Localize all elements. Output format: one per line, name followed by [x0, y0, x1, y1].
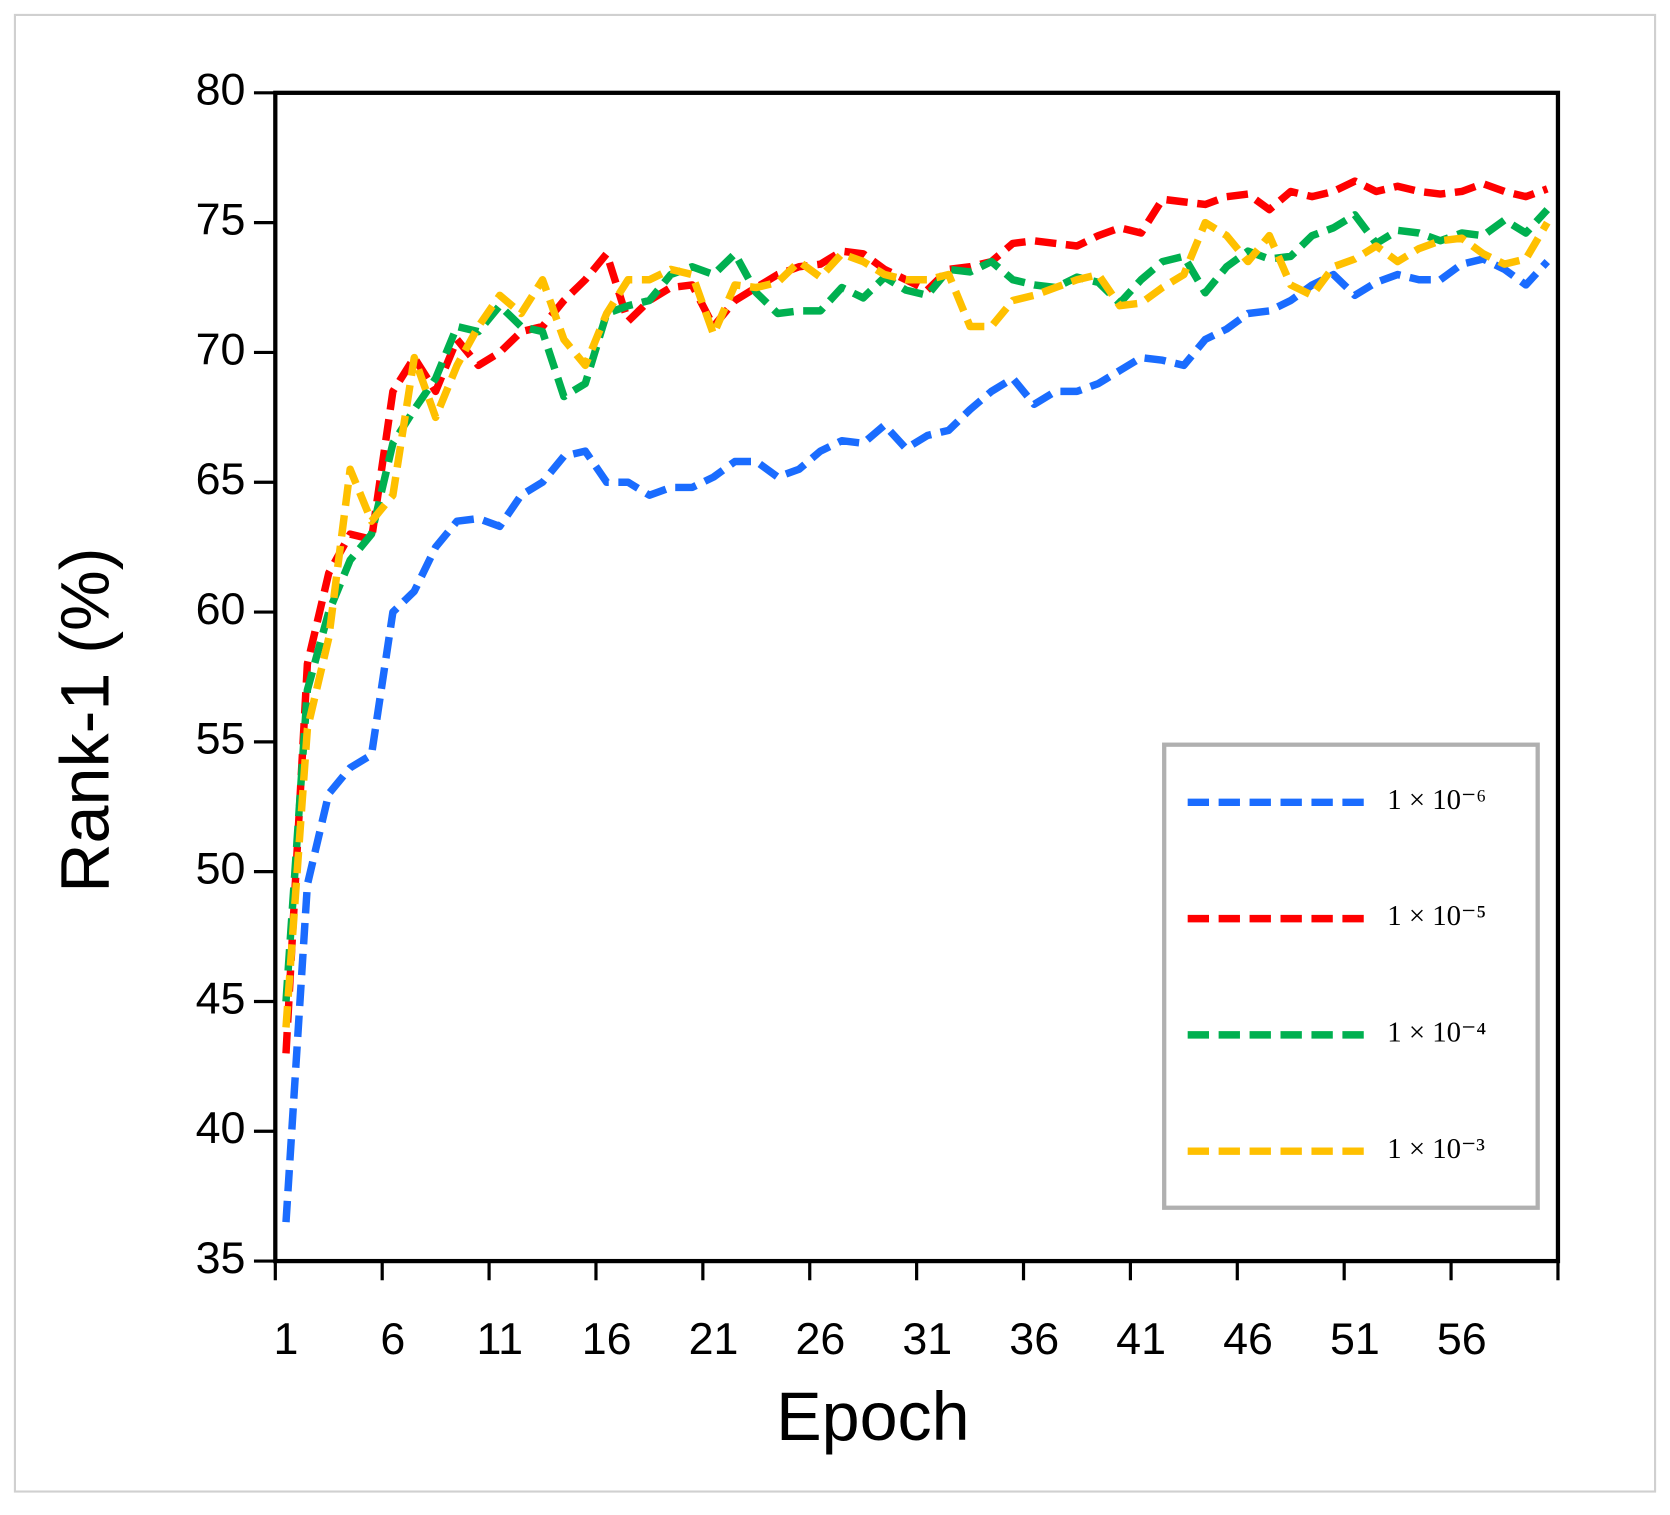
y-tick-label: 70 — [196, 324, 246, 374]
x-tick-label: 31 — [902, 1314, 952, 1364]
y-tick-label: 40 — [196, 1103, 246, 1153]
y-tick-label: 60 — [196, 584, 246, 634]
y-tick-label: 55 — [196, 714, 246, 764]
legend — [1162, 742, 1540, 1210]
x-tick-label: 36 — [1009, 1314, 1059, 1364]
line-series — [282, 177, 1549, 1054]
y-tick-label: 35 — [196, 1233, 246, 1283]
x-tick-label: 16 — [582, 1314, 632, 1364]
x-tick-label: 46 — [1223, 1314, 1273, 1364]
y-axis-title: Rank-1 (%) — [48, 548, 124, 893]
y-tick-label: 75 — [196, 194, 246, 244]
legend-label: 1 × 10⁻⁴ — [1387, 1017, 1486, 1049]
y-tick-label: 50 — [196, 844, 246, 894]
y-tick-label: 45 — [196, 973, 246, 1023]
legend-label: 1 × 10⁻³ — [1387, 1133, 1485, 1165]
line-series — [282, 218, 1551, 1028]
x-tick-label: 11 — [477, 1314, 524, 1364]
x-tick-label: 56 — [1437, 1314, 1487, 1364]
line-series — [282, 207, 1551, 1002]
line-series — [282, 255, 1551, 1223]
x-tick-label: 26 — [796, 1314, 846, 1364]
legend-label: 1 × 10⁻⁶ — [1387, 784, 1486, 816]
plot-border — [273, 90, 1561, 1264]
y-tick-label: 65 — [196, 454, 246, 504]
x-tick-label: 21 — [689, 1314, 739, 1364]
x-axis-title: Epoch — [776, 1379, 970, 1455]
x-tick-label: 41 — [1116, 1314, 1166, 1364]
x-tick-label: 51 — [1330, 1314, 1380, 1364]
legend-label: 1 × 10⁻⁵ — [1387, 900, 1486, 932]
y-tick-label: 80 — [196, 65, 246, 115]
x-tick-label: 6 — [380, 1314, 405, 1364]
x-tick-label: 1 — [274, 1314, 299, 1364]
